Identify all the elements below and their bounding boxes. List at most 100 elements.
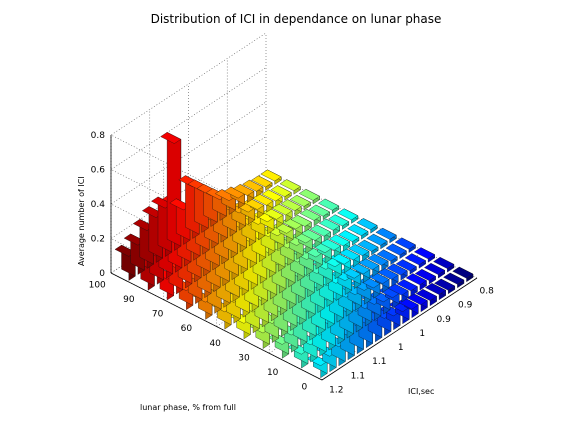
bar-top bbox=[242, 179, 264, 192]
bar-top bbox=[308, 204, 330, 217]
bar-top bbox=[375, 227, 397, 240]
bar bbox=[357, 239, 379, 256]
y-tick-label: 1.1 bbox=[351, 371, 365, 381]
bar-top bbox=[414, 269, 436, 281]
bar-top bbox=[394, 237, 416, 250]
bar bbox=[279, 179, 301, 195]
bar-top bbox=[328, 214, 350, 227]
axis-line bbox=[110, 272, 323, 381]
bar-top bbox=[395, 259, 417, 272]
bar bbox=[280, 199, 302, 217]
bar bbox=[318, 198, 340, 215]
bar bbox=[298, 188, 320, 205]
bar bbox=[308, 204, 330, 221]
bar-top bbox=[318, 218, 341, 231]
bar-top bbox=[415, 289, 437, 301]
bar bbox=[414, 269, 436, 285]
bar bbox=[251, 175, 273, 191]
bar-top bbox=[224, 186, 246, 199]
bar bbox=[261, 189, 283, 207]
bar bbox=[433, 257, 455, 273]
bar bbox=[348, 244, 370, 262]
y-tick-label: 1.2 bbox=[329, 386, 343, 396]
bar-top bbox=[386, 263, 408, 276]
z-tick-label: 0.8 bbox=[91, 131, 106, 141]
bar-top bbox=[260, 169, 282, 182]
bar-top bbox=[261, 189, 283, 202]
bar-top bbox=[366, 233, 388, 246]
bar bbox=[443, 272, 465, 289]
bar bbox=[452, 266, 474, 283]
y-tick-label: 0.9 bbox=[437, 315, 452, 325]
bar bbox=[367, 253, 389, 271]
bar-top bbox=[434, 278, 456, 291]
bar-top bbox=[338, 230, 360, 242]
z-axis-label: Average number of ICI bbox=[77, 176, 86, 266]
bar bbox=[424, 263, 446, 279]
bar-top bbox=[347, 224, 369, 236]
y-tick-label: 0.8 bbox=[480, 287, 495, 297]
bar bbox=[253, 210, 275, 235]
bar bbox=[404, 253, 426, 269]
bar bbox=[289, 194, 311, 211]
bar-top bbox=[405, 273, 427, 286]
bar bbox=[377, 267, 399, 287]
z-tick-label: 0 bbox=[99, 269, 105, 279]
bar bbox=[260, 169, 282, 185]
bar-top bbox=[160, 132, 182, 144]
bar-top bbox=[309, 224, 331, 237]
bar-top bbox=[280, 199, 302, 212]
bar-top bbox=[385, 243, 407, 256]
bar bbox=[224, 186, 246, 209]
bar bbox=[356, 218, 378, 234]
bar-top bbox=[376, 249, 398, 262]
bar bbox=[271, 203, 293, 223]
bar bbox=[328, 214, 350, 230]
bar bbox=[434, 278, 456, 295]
bar-top bbox=[424, 263, 446, 275]
bar-top bbox=[433, 257, 455, 269]
bar bbox=[405, 273, 427, 291]
bar bbox=[318, 218, 341, 236]
bar bbox=[329, 234, 351, 252]
bar bbox=[394, 237, 416, 253]
bar-top bbox=[329, 234, 351, 247]
bar bbox=[270, 185, 292, 201]
x-tick-label: 0 bbox=[301, 383, 307, 393]
bar bbox=[395, 259, 417, 275]
floor-gridline bbox=[216, 224, 372, 327]
bar bbox=[242, 179, 264, 197]
z-tick-label: 0.6 bbox=[91, 166, 106, 176]
bar-top bbox=[337, 208, 359, 221]
x-tick-label: 100 bbox=[89, 280, 106, 290]
bar-top bbox=[404, 253, 426, 266]
x-tick-label: 70 bbox=[152, 310, 164, 320]
x-tick-label: 90 bbox=[123, 295, 135, 305]
bar-top bbox=[251, 175, 273, 188]
bar-top bbox=[357, 239, 379, 252]
bar bbox=[299, 208, 321, 227]
z-tick-label: 0.2 bbox=[91, 235, 105, 245]
bar-top bbox=[348, 244, 370, 256]
bar bbox=[396, 279, 418, 297]
bar bbox=[386, 263, 408, 281]
bar-top bbox=[279, 179, 301, 192]
bar-top bbox=[299, 208, 321, 221]
bar bbox=[233, 184, 255, 203]
x-tick-label: 30 bbox=[238, 353, 250, 363]
bar-top bbox=[270, 185, 292, 198]
y-tick-label: 0.9 bbox=[458, 301, 473, 311]
bar bbox=[300, 228, 322, 248]
bar bbox=[366, 233, 388, 250]
axis-line bbox=[321, 277, 478, 381]
z-tick-label: 0.4 bbox=[91, 200, 106, 210]
y-axis-label: ICI,sec bbox=[408, 387, 434, 396]
x-axis-label: lunar phase, % from full bbox=[140, 403, 236, 412]
bar-top bbox=[356, 218, 378, 230]
bar bbox=[272, 221, 294, 245]
y-tick-label: 1 bbox=[419, 329, 425, 339]
bar bbox=[375, 227, 397, 244]
x-tick-label: 40 bbox=[209, 339, 221, 349]
tick-labels: 0 10 30 40 60 70 90 100 1.2 1.1 1.1 1 1 0.9 0.9 0.8 0 0.2… bbox=[89, 131, 495, 396]
